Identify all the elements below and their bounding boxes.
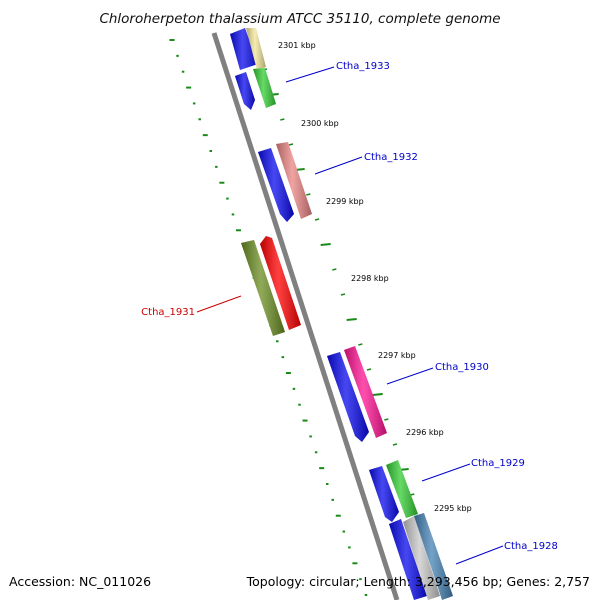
feature-shading xyxy=(327,352,369,442)
scale-tick xyxy=(314,218,320,221)
gene-label-ctha-1928[interactable]: Ctha_1928 xyxy=(504,541,558,552)
scale-tick xyxy=(320,243,331,246)
scale-tick xyxy=(306,193,311,196)
feature-shading xyxy=(235,72,255,110)
map-title: Chloroherpeton thalassium ATCC 35110, co… xyxy=(99,11,500,27)
leader-line xyxy=(285,66,335,83)
scale-tick xyxy=(340,293,346,296)
kbp-label: 2299 kbp xyxy=(326,197,364,206)
feature-track xyxy=(230,28,453,600)
feature-shading xyxy=(253,68,276,108)
scale-tick xyxy=(346,318,357,321)
kbp-label: 2297 kbp xyxy=(378,351,416,360)
accession-label: Accession: NC_011026 xyxy=(9,574,151,589)
scale-tick xyxy=(366,368,372,371)
feature-shading xyxy=(403,516,440,600)
scale-tick xyxy=(384,418,389,421)
leader-line xyxy=(386,367,434,385)
leader-line xyxy=(455,545,504,565)
scale-tick xyxy=(358,343,363,346)
feature-shading xyxy=(260,236,301,330)
scale-tick xyxy=(332,268,337,271)
feature-shading xyxy=(389,519,427,600)
feature-shading xyxy=(246,28,266,70)
leader-line xyxy=(421,463,471,482)
kbp-label: 2296 kbp xyxy=(406,428,444,437)
feature-shading xyxy=(276,142,312,219)
feature-shading xyxy=(241,240,285,336)
scale-tick xyxy=(280,118,285,121)
kbp-label: 2300 kbp xyxy=(301,119,339,128)
gene-label-ctha-1932[interactable]: Ctha_1932 xyxy=(364,152,418,163)
gene-label-ctha-1931[interactable]: Ctha_1931 xyxy=(141,307,195,318)
gene-label-ctha-1933[interactable]: Ctha_1933 xyxy=(336,61,390,72)
gene-label-ctha-1930[interactable]: Ctha_1930 xyxy=(435,362,489,373)
gene-label-ctha-1929[interactable]: Ctha_1929 xyxy=(471,458,525,469)
feature-shading xyxy=(230,28,258,70)
leader-line xyxy=(196,295,242,313)
gene-label-leaders xyxy=(196,66,504,565)
kbp-scale-labels: 2301 kbp 2300 kbp 2299 kbp 2298 kbp 2297… xyxy=(278,41,472,513)
gene-labels: Ctha_1933 Ctha_1932 Ctha_1931 Ctha_1930 … xyxy=(141,61,558,552)
feature-shading xyxy=(258,148,294,222)
genome-backbone xyxy=(211,32,400,600)
feature-shading xyxy=(369,466,399,522)
scale-tick xyxy=(410,493,415,496)
scale-tick xyxy=(392,443,398,446)
kbp-label: 2301 kbp xyxy=(278,41,316,50)
kbp-label: 2295 kbp xyxy=(434,504,472,513)
scale-tick xyxy=(372,393,383,396)
feature-shading xyxy=(344,346,387,438)
feature-shading xyxy=(386,460,418,518)
scale-tick xyxy=(288,143,294,146)
leader-line xyxy=(314,156,363,175)
kbp-label: 2298 kbp xyxy=(351,274,389,283)
genome-stats-label: Topology: circular; Length: 3,293,456 bp… xyxy=(246,574,590,589)
feature-shading xyxy=(414,513,453,600)
